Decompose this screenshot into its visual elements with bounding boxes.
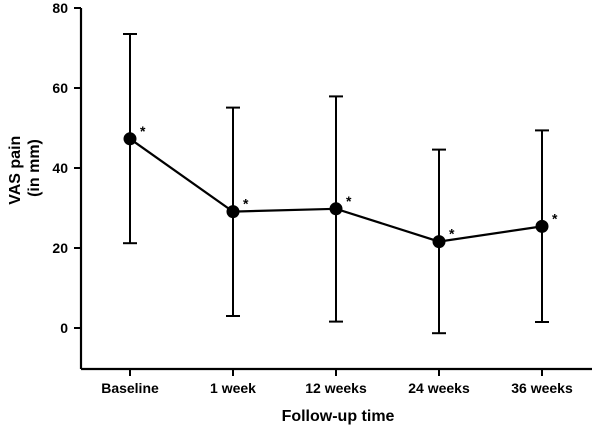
significance-marker: *: [552, 210, 558, 226]
y-axis-title: VAS pain (in mm): [7, 131, 43, 205]
significance-marker: *: [449, 226, 455, 242]
significance-marker: *: [346, 193, 352, 209]
y-tick-label: 40: [52, 160, 68, 176]
y-axis-title-line-1: VAS pain: [7, 136, 24, 205]
y-tick-label: 0: [60, 320, 68, 336]
x-tick-label: 12 weeks: [305, 380, 367, 396]
data-point: [432, 235, 446, 249]
x-axis-title: Follow-up time: [282, 408, 395, 425]
data-point: [535, 219, 549, 233]
x-tick-label: Baseline: [101, 380, 159, 396]
y-tick-label: 80: [52, 0, 68, 16]
data-point: [226, 205, 240, 219]
significance-marker: *: [243, 196, 249, 212]
error-bars: [123, 33, 549, 335]
data-point: [123, 132, 137, 146]
x-tick-label: 1 week: [210, 380, 256, 396]
y-axis-title-line-2: (in mm): [26, 139, 43, 197]
y-tick-label: 20: [52, 240, 68, 256]
series-layer: * * * * *: [123, 123, 558, 249]
data-point: [329, 202, 343, 216]
x-ticks: Baseline 1 week 12 weeks 24 weeks 36 weeks: [101, 369, 573, 396]
x-tick-label: 24 weeks: [408, 380, 470, 396]
y-tick-label: 60: [52, 80, 68, 96]
axis-titles: Follow-up time VAS pain (in mm): [7, 131, 395, 425]
significance-marker: *: [140, 123, 146, 139]
y-ticks: 0 20 40 60 80: [52, 0, 81, 336]
x-tick-label: 36 weeks: [511, 380, 573, 396]
